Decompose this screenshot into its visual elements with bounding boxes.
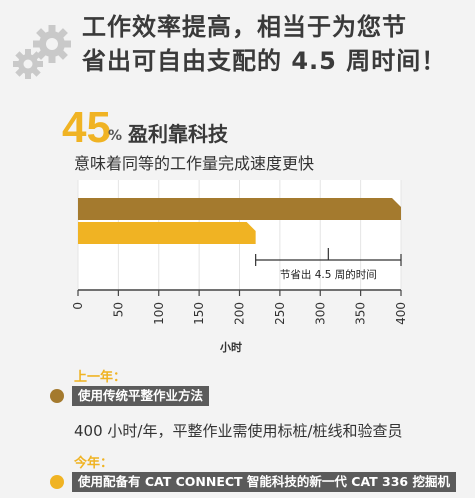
x-axis-label: 小时: [220, 341, 242, 354]
x-tick-label: 200: [233, 302, 247, 325]
bar-this-year: [78, 222, 256, 244]
subline: 意味着同等的工作量完成速度更快: [74, 154, 315, 173]
hours-bar-chart: 节省出 4.5 周的时间 0 50 100 150 200 250 300 350 400: [71, 180, 408, 325]
percent-label: 盈利靠科技: [128, 122, 228, 146]
x-tick-label: 250: [273, 302, 287, 325]
x-tick-label: 300: [313, 302, 327, 325]
last-year-dot: [50, 389, 64, 403]
x-tick-label: 150: [192, 302, 206, 325]
last-year-description: 400 小时/年，平整作业需使用标桩/桩线和验查员: [74, 422, 403, 440]
bracket-label: 节省出 4.5 周的时间: [280, 268, 377, 281]
x-tick-label: 400: [394, 302, 408, 325]
last-year-pill: 使用传统平整作业方法: [72, 386, 210, 406]
percent-number: 45: [62, 103, 111, 152]
x-tick-label: 350: [354, 302, 368, 325]
headline-line-1: 工作效率提高，相当于为您节: [82, 13, 407, 41]
headline-line-2: 省出可自由支配的 4.5 周时间！: [82, 47, 447, 75]
bar-last-year: [78, 198, 401, 220]
x-tick-label: 50: [111, 302, 125, 317]
x-tick-label: 0: [71, 302, 85, 310]
this-year-pill: 使用配备有 CAT CONNECT 智能科技的新一代 CAT 336 挖掘机: [72, 472, 456, 492]
percent-sign: %: [108, 128, 123, 144]
last-year-label: 上一年：: [74, 370, 127, 385]
this-year-dot: [50, 475, 64, 489]
gears-icon: [13, 25, 71, 79]
x-tick-label: 100: [152, 302, 166, 325]
headline: 工作效率提高，相当于为您节 省出可自由支配的 4.5 周时间！: [82, 10, 467, 78]
this-year-label: 今年：: [74, 456, 114, 471]
